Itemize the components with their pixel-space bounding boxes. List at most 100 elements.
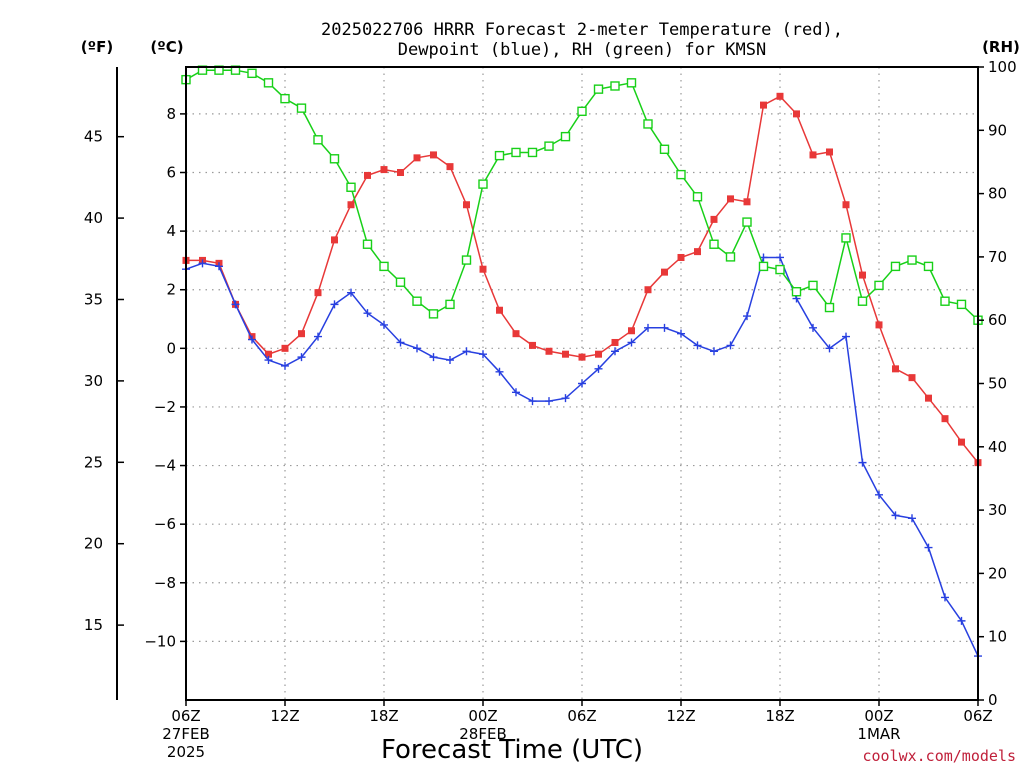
celsius-tick-label: −2 [154, 398, 176, 416]
temperature-point [925, 394, 932, 402]
dewpoint-point [660, 323, 669, 332]
temperature-point [826, 148, 833, 156]
rh-unit-label: (RH) [982, 38, 1020, 56]
temperature-point [512, 330, 520, 338]
rh-point [296, 103, 307, 113]
x-tick-label: 12Z [270, 707, 299, 725]
fahrenheit-unit-label: (ºF) [81, 38, 113, 56]
fahrenheit-tick-label: 20 [84, 535, 103, 553]
rh-point [857, 296, 868, 306]
rh-tick-label: 60 [988, 311, 1007, 329]
celsius-tick-label: 8 [166, 105, 176, 123]
rh-point [841, 233, 851, 243]
rh-point [478, 179, 488, 189]
celsius-tick-label: −6 [154, 515, 176, 533]
rh-point [626, 78, 637, 88]
dewpoint-point [264, 356, 273, 365]
temperature-point [380, 166, 388, 174]
temperature-point [463, 201, 470, 209]
celsius-tick-label: 6 [166, 164, 176, 182]
celsius-tick-label: −10 [144, 632, 176, 650]
rh-point [247, 68, 257, 79]
x-tick-label: 1MAR [857, 725, 900, 743]
temperature-point [347, 201, 355, 209]
dewpoint-point [446, 356, 454, 365]
rh-point [808, 280, 818, 291]
temperature-point [859, 271, 866, 279]
temperature-point [314, 289, 322, 297]
x-tick-label: 06Z [567, 707, 596, 725]
rh-point [428, 309, 439, 319]
temperature-line [186, 95, 979, 464]
celsius-tick-label: −4 [154, 457, 176, 475]
dewpoint-point [396, 338, 405, 347]
rh-point [659, 144, 670, 154]
temperature-point [281, 344, 289, 352]
celsius-tick-label: 2 [166, 281, 176, 299]
celsius-tick-label: −8 [154, 574, 176, 592]
dewpoint-point [380, 320, 388, 329]
temperature-point [496, 306, 503, 314]
temperature-point [694, 248, 701, 256]
rh-point [445, 299, 455, 310]
rh-point [775, 264, 785, 275]
rh-tick-label: 40 [988, 438, 1007, 456]
rh-point [890, 261, 901, 272]
rh-point [329, 154, 340, 164]
dewpoint-point [644, 323, 652, 332]
temperature-point [611, 338, 619, 346]
dewpoint-point [462, 347, 471, 356]
rh-tick-label: 0 [988, 691, 998, 709]
fahrenheit-tick-label: 15 [84, 616, 103, 634]
celsius-tick-label: 4 [166, 222, 176, 240]
dewpoint-point [561, 394, 570, 403]
temperature-point [397, 169, 404, 176]
temperature-point [430, 151, 437, 159]
x-tick-label: 27FEB [162, 725, 209, 743]
chart-title-line-1: 2025022706 HRRR Forecast 2-meter Tempera… [321, 20, 843, 40]
rh-point [280, 93, 290, 104]
fahrenheit-tick-label: 30 [84, 372, 103, 390]
dewpoint-point [627, 338, 636, 347]
fahrenheit-tick-label: 25 [84, 453, 103, 471]
temperature-point [892, 365, 899, 373]
dewpoint-point [578, 379, 586, 388]
temperature-point [710, 215, 718, 223]
dewpoint-point [594, 364, 603, 373]
rh-tick-label: 30 [988, 501, 1007, 519]
dewpoint-point [611, 347, 619, 356]
rh-point [313, 135, 323, 145]
temperature-point [727, 195, 734, 203]
temperature-point [760, 101, 767, 109]
fahrenheit-tick-label: 45 [84, 128, 103, 146]
rh-point [643, 119, 653, 129]
rh-point [956, 299, 967, 310]
rh-point [412, 296, 422, 306]
temperature-point [446, 163, 454, 171]
x-tick-label: 18Z [369, 707, 398, 725]
temperature-point [364, 171, 371, 179]
dewpoint-point [726, 341, 735, 350]
temperature-point [809, 151, 817, 159]
rh-point [824, 302, 835, 313]
temperature-point [479, 265, 487, 273]
temperature-point [677, 253, 685, 261]
dewpoint-point [528, 397, 537, 406]
temperature-point [661, 268, 668, 276]
dewpoint-point [231, 300, 240, 309]
temperature-series [182, 92, 982, 467]
celsius-unit-label: (ºC) [150, 38, 183, 56]
series-layer [181, 65, 983, 661]
temperature-point [842, 201, 850, 209]
x-tick-label: 2025 [167, 743, 205, 761]
dewpoint-point [347, 288, 355, 297]
x-tick-label: 00Z [864, 707, 893, 725]
x-tick-label: 18Z [765, 707, 794, 725]
dewpoint-point [875, 490, 883, 499]
temperature-point [743, 198, 751, 206]
rh-point [692, 192, 703, 202]
rh-point [346, 182, 356, 192]
x-tick-label: 00Z [468, 707, 497, 725]
